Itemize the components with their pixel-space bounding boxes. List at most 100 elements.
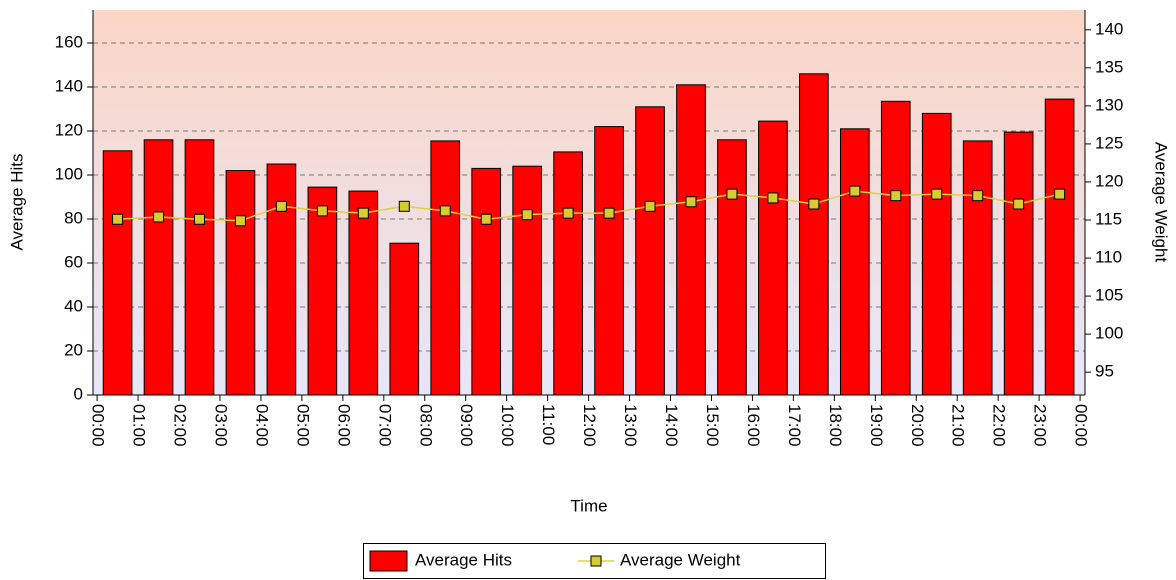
bar xyxy=(471,167,502,396)
y2-tick-label: 135 xyxy=(1095,57,1123,76)
bar xyxy=(717,139,747,396)
bar xyxy=(676,84,706,396)
x-axis-label: Time xyxy=(570,496,607,515)
y2-tick-label: 95 xyxy=(1095,362,1114,381)
bar xyxy=(799,73,829,396)
legend-swatch xyxy=(369,550,408,572)
marker xyxy=(357,207,369,219)
x-tick-label: 13:00 xyxy=(621,404,640,447)
marker xyxy=(808,198,820,210)
x-tick-label: 00:00 xyxy=(1072,404,1091,447)
bar xyxy=(348,190,379,396)
x-tick-label: 20:00 xyxy=(908,404,927,447)
x-tick-label: 14:00 xyxy=(662,404,681,447)
bar xyxy=(266,163,297,396)
bar xyxy=(1003,131,1034,396)
y2-tick-label: 120 xyxy=(1095,171,1123,190)
x-tick-label: 05:00 xyxy=(293,404,312,447)
marker xyxy=(1013,198,1025,210)
marker xyxy=(644,200,656,212)
marker xyxy=(153,211,165,223)
x-tick-label: 03:00 xyxy=(211,404,230,447)
x-tick-label: 16:00 xyxy=(744,404,763,447)
bar xyxy=(921,112,952,396)
marker xyxy=(767,192,779,204)
y-axis-label: Average Hits xyxy=(7,153,26,250)
y2-tick-label: 105 xyxy=(1095,286,1123,305)
y-tick-label: 100 xyxy=(55,164,83,183)
marker xyxy=(439,205,451,217)
y-tick-label: 60 xyxy=(64,252,83,271)
bar xyxy=(143,139,174,396)
bar xyxy=(184,139,215,396)
legend-marker xyxy=(590,555,602,567)
x-tick-label: 08:00 xyxy=(416,404,435,447)
marker xyxy=(275,200,287,212)
marker xyxy=(685,196,697,208)
x-tick-label: 19:00 xyxy=(867,404,886,447)
bar xyxy=(225,170,256,396)
bar xyxy=(839,128,870,396)
marker xyxy=(316,205,328,217)
x-tick-label: 15:00 xyxy=(703,404,722,447)
bar xyxy=(389,242,420,396)
x-tick-label: 10:00 xyxy=(498,404,517,447)
y-tick-label: 80 xyxy=(64,208,83,227)
x-tick-label: 21:00 xyxy=(949,404,968,447)
bar xyxy=(307,186,338,396)
x-tick-label: 01:00 xyxy=(130,404,149,447)
x-tick-label: 23:00 xyxy=(1031,404,1050,447)
marker xyxy=(972,190,984,202)
x-tick-label: 12:00 xyxy=(580,404,599,447)
marker xyxy=(931,188,943,200)
bar xyxy=(512,165,542,396)
x-tick-label: 11:00 xyxy=(539,404,558,445)
y-tick-label: 140 xyxy=(55,76,83,95)
y2-axis-label: Average Weight xyxy=(1152,142,1171,263)
y2-tick-label: 130 xyxy=(1095,95,1123,114)
marker xyxy=(603,207,615,219)
x-tick-label: 06:00 xyxy=(334,404,353,447)
legend-label: Average Hits xyxy=(415,550,512,569)
marker xyxy=(890,190,902,202)
plot-background xyxy=(93,10,1085,395)
y-tick-label: 20 xyxy=(64,340,83,359)
marker xyxy=(1054,188,1066,200)
y2-tick-label: 110 xyxy=(1095,248,1122,267)
y-tick-label: 120 xyxy=(55,120,83,139)
marker xyxy=(849,185,861,197)
marker xyxy=(398,200,410,212)
marker xyxy=(726,188,738,200)
bar xyxy=(553,151,583,396)
bar xyxy=(430,140,461,396)
bar xyxy=(962,140,993,396)
line xyxy=(117,190,1060,222)
legend-label: Average Weight xyxy=(620,550,741,569)
bar xyxy=(635,106,665,396)
y2-tick-label: 115 xyxy=(1095,209,1122,228)
bar xyxy=(102,150,133,396)
y2-tick-label: 125 xyxy=(1095,133,1123,152)
bar xyxy=(880,100,911,396)
marker xyxy=(193,213,205,225)
bar xyxy=(1044,98,1075,396)
marker xyxy=(112,213,124,225)
marker xyxy=(234,215,246,227)
x-tick-label: 22:00 xyxy=(990,404,1009,447)
y-tick-label: 160 xyxy=(55,32,83,51)
bar xyxy=(758,120,788,396)
x-tick-label: 00:00 xyxy=(89,404,108,447)
marker xyxy=(521,209,533,221)
y-tick-label: 0 xyxy=(74,384,83,403)
y-tick-label: 40 xyxy=(64,296,83,315)
bar xyxy=(594,126,624,396)
marker xyxy=(562,207,574,219)
x-tick-label: 04:00 xyxy=(252,404,271,447)
x-tick-label: 09:00 xyxy=(457,404,476,447)
x-tick-label: 17:00 xyxy=(785,404,804,447)
marker xyxy=(480,213,492,225)
y2-tick-label: 140 xyxy=(1095,19,1123,38)
x-tick-label: 07:00 xyxy=(375,404,394,447)
x-tick-label: 18:00 xyxy=(826,404,845,447)
